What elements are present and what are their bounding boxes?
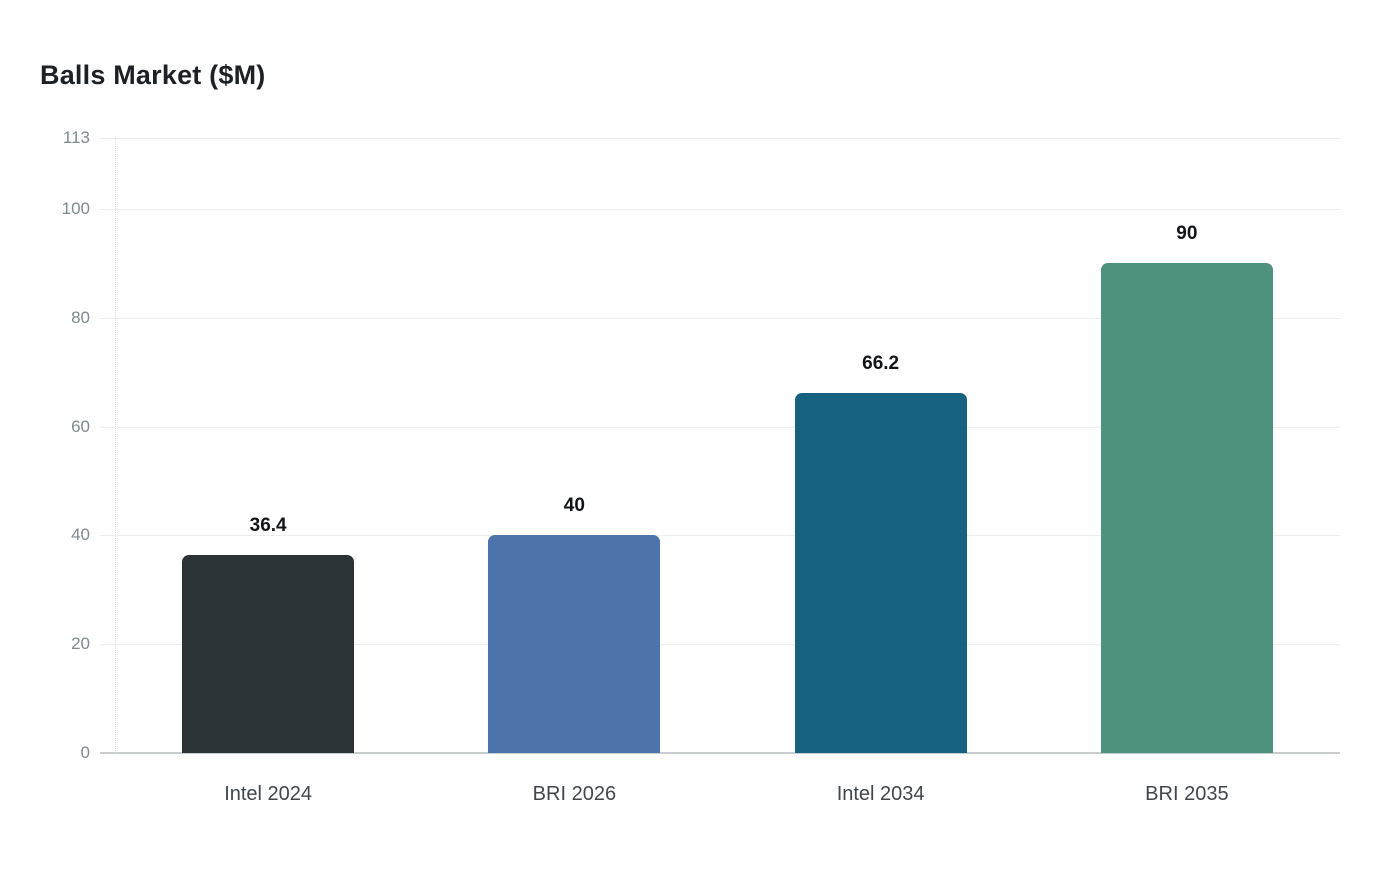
x-category-label: BRI 2035 [1145, 783, 1229, 805]
x-axis-baseline [100, 752, 1340, 754]
bar-value-label: 36.4 [249, 514, 287, 536]
gridline [100, 426, 1340, 428]
gridline [100, 644, 1340, 646]
y-tick-label: 40 [71, 525, 90, 545]
bar-bri-2035 [1100, 263, 1273, 753]
bar-value-label: 66.2 [862, 352, 900, 374]
bar-intel-2034 [794, 392, 967, 753]
bar-bri-2026 [488, 535, 661, 753]
gridline [100, 317, 1340, 319]
bar-value-label: 90 [1176, 223, 1198, 245]
y-tick-label: 113 [62, 128, 90, 148]
bar-value-label: 40 [563, 495, 585, 517]
y-tick-label: 60 [71, 416, 90, 436]
y-axis-line [115, 138, 116, 753]
y-tick-label: 100 [61, 199, 90, 218]
x-category-label: Intel 2024 [224, 783, 313, 805]
chart-title: Balls Market ($M) [40, 60, 266, 90]
y-tick-label: 80 [71, 307, 90, 327]
x-category-label: BRI 2026 [532, 783, 617, 805]
gridline [100, 209, 1340, 210]
y-tick-label: 0 [80, 743, 90, 762]
bar-intel-2024 [182, 554, 355, 753]
y-tick-label: 20 [71, 634, 90, 654]
gridline [100, 138, 1340, 140]
gridline [100, 535, 1340, 537]
x-category-label: Intel 2034 [836, 783, 925, 805]
